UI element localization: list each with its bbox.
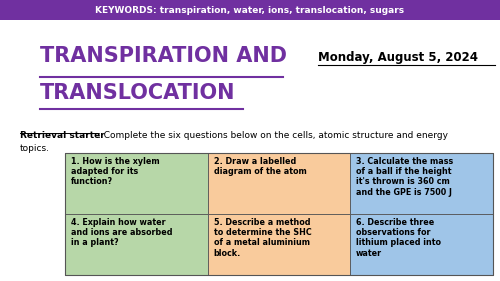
Text: TRANSLOCATION: TRANSLOCATION (40, 83, 235, 103)
Text: Retrieval starter: Retrieval starter (20, 131, 105, 140)
Text: TRANSPIRATION AND: TRANSPIRATION AND (40, 46, 287, 66)
Text: KEYWORDS: transpiration, water, ions, translocation, sugars: KEYWORDS: transpiration, water, ions, tr… (96, 6, 405, 15)
Text: 2. Draw a labelled
diagram of the atom: 2. Draw a labelled diagram of the atom (214, 157, 306, 176)
Text: 1. How is the xylem
adapted for its
function?: 1. How is the xylem adapted for its func… (71, 157, 160, 186)
Text: 3. Calculate the mass
of a ball if the height
it's thrown is 360 cm
and the GPE : 3. Calculate the mass of a ball if the h… (356, 157, 453, 197)
Text: : Complete the six questions below on the cells, atomic structure and energy: : Complete the six questions below on th… (98, 131, 448, 140)
Text: 4. Explain how water
and ions are absorbed
in a plant?: 4. Explain how water and ions are absorb… (71, 217, 172, 248)
Text: 6. Describe three
observations for
lithium placed into
water: 6. Describe three observations for lithi… (356, 217, 441, 258)
Text: Monday, August 5, 2024: Monday, August 5, 2024 (318, 51, 478, 64)
Text: 5. Describe a method
to determine the SHC
of a metal aluminium
block.: 5. Describe a method to determine the SH… (214, 217, 311, 258)
Text: topics.: topics. (20, 144, 50, 153)
